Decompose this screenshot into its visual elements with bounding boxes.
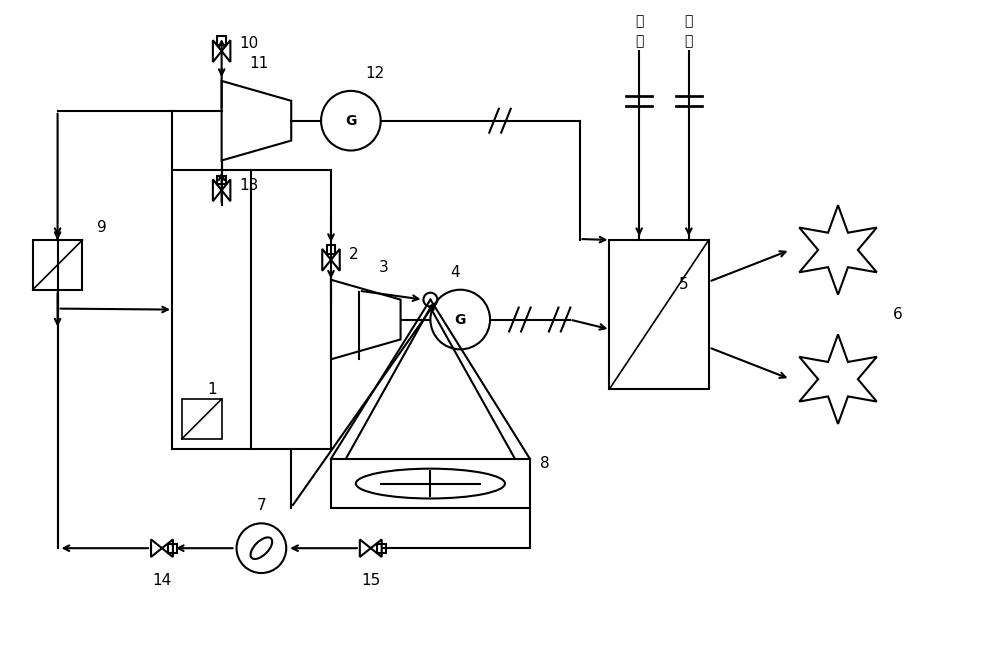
Text: G: G xyxy=(345,114,357,128)
Text: 6: 6 xyxy=(893,307,902,322)
Text: 13: 13 xyxy=(240,178,259,193)
Text: 3: 3 xyxy=(379,260,388,275)
Text: 风: 风 xyxy=(685,14,693,29)
Text: 10: 10 xyxy=(240,36,259,51)
Bar xyxy=(33,240,82,289)
Text: 9: 9 xyxy=(97,220,107,235)
Bar xyxy=(331,459,530,508)
Text: 7: 7 xyxy=(257,498,266,513)
Bar xyxy=(182,399,222,439)
Bar xyxy=(377,544,386,552)
Bar xyxy=(327,245,335,254)
Text: 伏: 伏 xyxy=(635,34,643,48)
Bar xyxy=(168,544,177,552)
Text: 1: 1 xyxy=(207,382,216,397)
Text: 电: 电 xyxy=(685,34,693,48)
Text: 8: 8 xyxy=(540,456,549,471)
Bar xyxy=(217,36,226,45)
Bar xyxy=(609,240,709,389)
Text: 2: 2 xyxy=(349,247,359,262)
Text: 14: 14 xyxy=(152,573,172,588)
Text: 11: 11 xyxy=(249,56,269,71)
Text: 15: 15 xyxy=(361,573,380,588)
Bar xyxy=(172,171,331,448)
Bar xyxy=(217,175,226,184)
Text: 光: 光 xyxy=(635,14,643,29)
Text: G: G xyxy=(455,313,466,326)
Text: 12: 12 xyxy=(366,66,385,81)
Text: 4: 4 xyxy=(450,265,460,280)
Text: 5: 5 xyxy=(679,277,689,292)
